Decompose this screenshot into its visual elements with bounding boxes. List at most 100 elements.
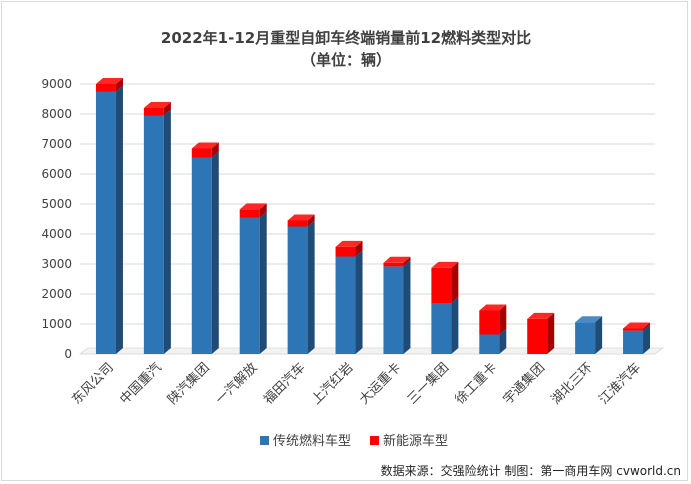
bar-传统燃料车型-一汽解放 — [239, 211, 267, 354]
bar-front — [431, 267, 452, 303]
bar-top — [143, 102, 171, 108]
bars — [95, 78, 651, 354]
x-tick-label: 三一集团 — [404, 360, 452, 408]
x-tick-label: 江淮汽车 — [596, 360, 644, 408]
bar-side — [451, 297, 459, 354]
bar-新能源车型-江淮汽车 — [623, 322, 651, 331]
bar-传统燃料车型-江淮汽车 — [623, 324, 651, 354]
bar-top — [95, 78, 123, 84]
bar-新能源车型-中国重汽 — [143, 102, 171, 116]
x-axis-labels: 东风公司 中国重汽 陕汽集团 一汽解放 福田汽车 上汽红岩 大运重卡 三一集团 徐工重卡 宇通集团… — [69, 360, 643, 408]
bar-front — [575, 322, 596, 354]
bar-side — [499, 304, 507, 335]
bar-top — [623, 322, 651, 329]
bar-top — [431, 261, 459, 268]
bar-front — [287, 226, 308, 354]
bar-新能源车型-三一集团 — [431, 261, 459, 303]
bar-传统燃料车型-三一集团 — [431, 297, 459, 354]
bar-front — [479, 334, 500, 354]
bar-传统燃料车型-上汽红岩 — [335, 250, 363, 354]
bar-side — [259, 211, 267, 354]
y-tick-label: 9000 — [41, 77, 72, 91]
bar-front — [623, 330, 644, 354]
bar-front — [479, 310, 500, 335]
bar-front — [239, 209, 260, 218]
x-tick-label: 陕汽集团 — [165, 360, 213, 408]
bar-新能源车型-徐工重卡 — [479, 304, 507, 335]
bar-top — [575, 316, 603, 323]
bar-side — [643, 322, 651, 331]
bar-front — [143, 108, 164, 116]
bar-top — [479, 304, 507, 311]
gridlines — [78, 83, 665, 355]
bar-side — [451, 261, 459, 303]
bar-新能源车型-东风公司 — [95, 78, 123, 92]
x-tick-label: 中国重汽 — [117, 360, 165, 408]
chart-floor — [78, 347, 665, 355]
bar-传统燃料车型-福田汽车 — [287, 220, 315, 354]
bar-side — [595, 316, 603, 354]
bar-side — [307, 220, 315, 354]
y-tick-label: 2000 — [41, 287, 72, 301]
bar-side — [403, 256, 411, 267]
bar-side — [307, 214, 315, 227]
bar-side — [355, 250, 363, 354]
y-axis-ticks: 0 1000 2000 3000 4000 5000 6000 7000 8000 9000 — [41, 77, 72, 361]
bar-top — [239, 203, 267, 210]
x-tick-label: 大运重卡 — [356, 360, 404, 408]
bar-side — [403, 260, 411, 354]
bar-side — [211, 142, 219, 158]
bar-front — [143, 115, 164, 354]
bar-side — [355, 240, 363, 257]
bar-传统燃料车型-大运重卡 — [383, 260, 411, 354]
bar-top — [191, 142, 219, 149]
legend-swatch-traditional — [260, 436, 269, 445]
bar-front — [383, 262, 404, 267]
legend-label-traditional: 传统燃料车型 — [273, 433, 351, 449]
bar-新能源车型-一汽解放 — [239, 203, 267, 218]
bar-新能源车型-陕汽集团 — [191, 142, 219, 158]
y-tick-label: 1000 — [41, 317, 72, 331]
bar-front — [431, 303, 452, 354]
bar-front — [287, 220, 308, 227]
y-tick-label: 8000 — [41, 107, 72, 121]
y-tick-label: 3000 — [41, 257, 72, 271]
bar-side — [163, 102, 171, 116]
bar-传统燃料车型-中国重汽 — [143, 109, 171, 354]
x-tick-label: 上汽红岩 — [308, 360, 356, 408]
bar-新能源车型-上汽红岩 — [335, 240, 363, 257]
bar-side — [259, 203, 267, 218]
bar-side — [115, 78, 123, 92]
bar-side — [499, 328, 507, 354]
x-tick-label: 一汽解放 — [213, 360, 260, 407]
y-tick-label: 6000 — [41, 167, 72, 181]
source-note: 数据来源：交强险统计 制图：第一商用车网 cvworld.cn — [381, 463, 681, 478]
bar-front — [95, 91, 116, 354]
bar-side — [643, 324, 651, 354]
x-tick-label: 湖北三环 — [549, 360, 596, 407]
bar-传统燃料车型-东风公司 — [95, 85, 123, 354]
bar-front — [95, 84, 116, 92]
bar-top — [527, 312, 555, 319]
chart-subtitle: （单位：辆） — [301, 51, 391, 69]
chart-title: 2022年1-12月重型自卸车终端销量前12燃料类型对比 — [161, 29, 531, 47]
bar-front — [335, 246, 356, 257]
legend: 传统燃料车型 新能源车型 — [260, 433, 448, 449]
y-tick-label: 0 — [64, 347, 72, 361]
x-tick-label: 东风公司 — [69, 360, 116, 407]
bar-新能源车型-福田汽车 — [287, 214, 315, 227]
x-tick-label: 宇通集团 — [500, 360, 548, 408]
bar-side — [211, 151, 219, 354]
legend-swatch-new-energy — [370, 436, 379, 445]
x-tick-label: 徐工重卡 — [452, 360, 500, 408]
bar-side — [163, 109, 171, 354]
bar-传统燃料车型-徐工重卡 — [479, 328, 507, 354]
bar-新能源车型-大运重卡 — [383, 256, 411, 267]
bar-front — [623, 328, 644, 331]
bar-front — [383, 266, 404, 354]
bar-front — [335, 256, 356, 354]
bar-side — [547, 312, 555, 354]
bar-front — [527, 318, 548, 354]
bar-front — [191, 148, 212, 158]
